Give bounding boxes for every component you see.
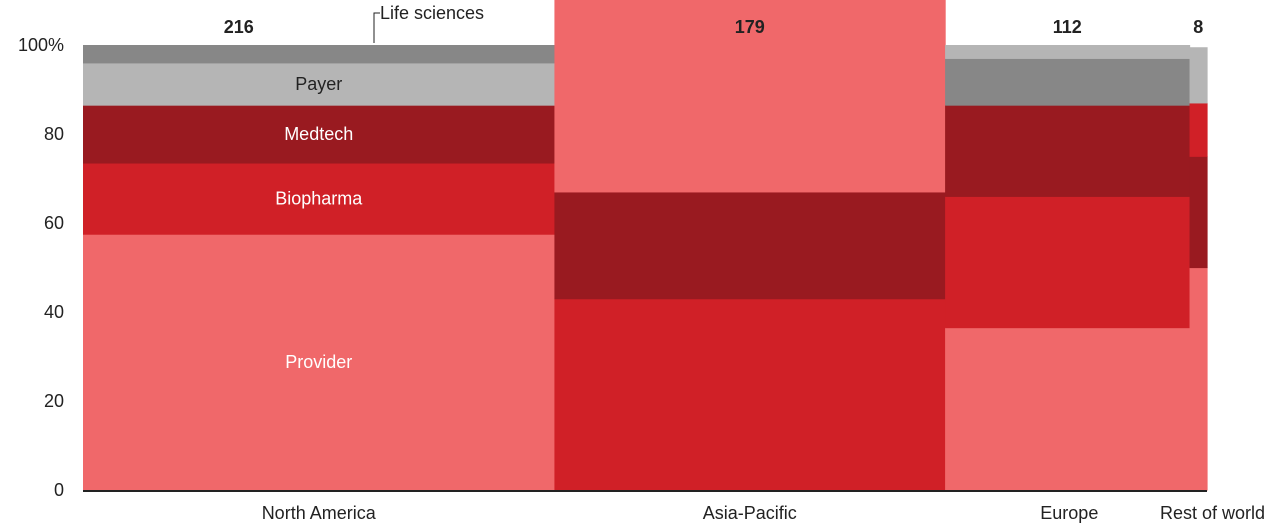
segment-label-provider: Provider: [285, 352, 352, 372]
segment-payer-europe: [945, 45, 1191, 59]
life-sciences-callout: Life sciences: [373, 3, 484, 43]
x-label-europe: Europe: [1040, 503, 1098, 523]
column-total-rest-of-world: 8: [1193, 17, 1203, 37]
segment-life-sciences-north-america: [83, 45, 556, 64]
segment-label-medtech: Medtech: [284, 124, 353, 144]
column-total-asia-pacific: 179: [735, 17, 765, 37]
segment-labels: Provider Biopharma Medtech Payer: [275, 74, 363, 372]
segment-biopharma-rest-of-world: [1189, 102, 1208, 157]
y-tick-label: 0: [54, 480, 64, 500]
y-tick-label: 80: [44, 124, 64, 144]
x-axis-labels: North America Asia-Pacific Europe Rest of w…: [262, 503, 1265, 523]
y-axis: 0 20 40 60 80 100%: [18, 35, 64, 500]
segment-provider-north-america: [83, 234, 556, 491]
y-tick-label: 60: [44, 213, 64, 233]
segment-medtech-rest-of-world: [1189, 156, 1208, 269]
segment-provider-asia-pacific: [554, 0, 946, 193]
segment-biopharma-north-america: [83, 162, 556, 235]
column-total-north-america: 216: [224, 17, 254, 37]
segment-medtech-asia-pacific: [554, 191, 946, 300]
segment-provider-rest-of-world: [1189, 267, 1208, 491]
segment-label-biopharma: Biopharma: [275, 189, 363, 209]
segment-life-sciences-europe: [945, 58, 1191, 106]
segment-medtech-north-america: [83, 105, 556, 164]
x-label-asia-pacific: Asia-Pacific: [703, 503, 797, 523]
x-label-north-america: North America: [262, 503, 377, 523]
segment-payer-north-america: [83, 62, 556, 106]
chart-segments: [83, 0, 1208, 491]
callout-label-life-sciences: Life sciences: [380, 3, 484, 23]
y-tick-label: 20: [44, 391, 64, 411]
segment-label-payer: Payer: [295, 74, 342, 94]
segment-medtech-europe: [945, 105, 1191, 197]
column-total-europe: 112: [1053, 17, 1082, 37]
y-tick-label: 40: [44, 302, 64, 322]
segment-provider-europe: [945, 327, 1191, 491]
callout-leader-line: [373, 12, 380, 43]
segment-biopharma-europe: [945, 196, 1191, 329]
x-label-rest-of-world: Rest of world: [1160, 503, 1265, 523]
segment-biopharma-asia-pacific: [554, 298, 946, 491]
y-tick-label: 100%: [18, 35, 64, 55]
column-totals: 216 179 112 8: [224, 17, 1204, 37]
segment-payer-rest-of-world: [1189, 47, 1208, 104]
